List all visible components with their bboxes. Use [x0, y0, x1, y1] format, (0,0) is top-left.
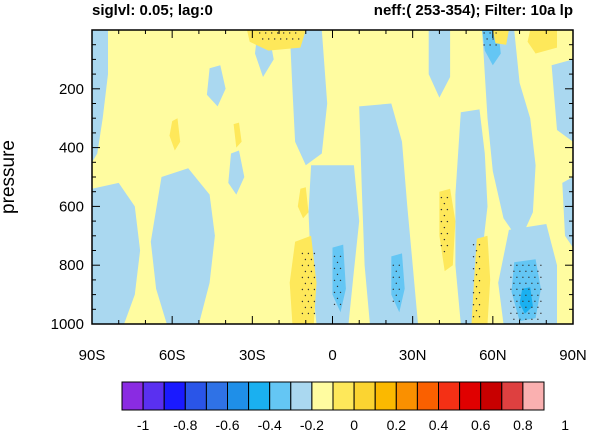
colorbar-swatch-3 — [184, 381, 207, 411]
contour-region-17 — [391, 253, 405, 313]
colorbar: -1 -0.8 -0.6 -0.4 -0.2 0 0.2 0.4 0.6 0.8 1 — [121, 381, 569, 431]
contour-region-20 — [247, 30, 306, 51]
x-tick-label-2: 30S — [239, 347, 266, 364]
colorbar-label-8: 0.6 — [471, 417, 491, 431]
colorbar-label-5: 0 — [350, 417, 358, 431]
colorbar-swatch-10 — [332, 381, 355, 411]
contour-region-19 — [519, 287, 533, 314]
contour-region-13 — [551, 59, 573, 142]
title-right: neff:( 253-354); Filter: 10a lp — [374, 2, 573, 19]
colorbar-label-10: 1 — [561, 417, 569, 431]
significance-stipple-2 — [333, 255, 342, 306]
colorbar-swatch-16 — [459, 381, 482, 411]
contour-region-4 — [228, 150, 245, 195]
contour-region-23 — [289, 235, 317, 324]
colorbar-swatch-18 — [501, 381, 524, 411]
colorbar-swatch-0 — [121, 381, 144, 411]
contour-region-16 — [332, 244, 346, 313]
colorbar-label-7: 0.4 — [429, 417, 449, 431]
colorbar-label-6: 0.2 — [387, 417, 407, 431]
colorbar-swatch-9 — [311, 381, 334, 411]
colorbar-swatch-19 — [522, 381, 545, 411]
x-tick-label-1: 60S — [159, 347, 186, 364]
contour-region-9 — [428, 30, 451, 98]
significance-stipple-3 — [392, 264, 400, 302]
x-tick-label-3: 0 — [328, 347, 336, 364]
colorbar-swatch-14 — [416, 381, 439, 411]
x-tick-label-6: 90N — [559, 347, 587, 364]
significance-stipple-1 — [301, 252, 316, 315]
colorbar-label-9: 0.8 — [513, 417, 533, 431]
contour-region-21 — [492, 30, 509, 45]
significance-stipple-0 — [259, 32, 300, 40]
colorbar-swatch-4 — [205, 381, 228, 411]
colorbar-swatch-17 — [480, 381, 503, 411]
contour-region-1 — [92, 182, 141, 324]
colorbar-label-3: -0.4 — [258, 417, 282, 431]
y-tick-label-2: 600 — [59, 198, 84, 215]
significance-stipple-7 — [510, 264, 542, 320]
contour-region-22 — [527, 30, 557, 54]
colorbar-label-0: -1 — [137, 417, 150, 431]
colorbar-swatch-5 — [227, 381, 250, 411]
colorbar-swatch-1 — [142, 381, 165, 411]
colorbar-swatch-13 — [395, 381, 418, 411]
contour-region-0 — [92, 30, 108, 163]
x-tick-label-5: 60N — [479, 347, 507, 364]
y-tick-label-3: 800 — [59, 257, 84, 274]
colorbar-swatch-6 — [248, 381, 271, 411]
x-axis: 90S 60S 30S 0 30N 60N 90N — [79, 30, 587, 364]
y-axis: 200 400 600 800 1000 — [51, 44, 573, 333]
contour-region-26 — [233, 122, 242, 148]
contour-region-27 — [439, 188, 456, 272]
colorbar-swatch-8 — [290, 381, 313, 411]
colorbar-swatch-12 — [374, 381, 397, 411]
colorbar-label-1: -0.8 — [173, 417, 197, 431]
significance-stipple-4 — [440, 196, 449, 253]
y-tick-label-1: 400 — [59, 140, 84, 157]
contour-region-3 — [206, 65, 226, 107]
colorbar-swatch-7 — [269, 381, 292, 411]
significance-stipple-6 — [483, 32, 497, 46]
significance-stipple-5 — [472, 244, 481, 318]
contour-region-2 — [150, 168, 215, 324]
y-tick-label-4: 1000 — [51, 316, 84, 333]
title-left: siglvl: 0.05; lag:0 — [92, 2, 213, 19]
colorbar-label-2: -0.6 — [215, 417, 239, 431]
contour-region-25 — [169, 118, 181, 151]
contour-region-8 — [359, 103, 418, 324]
y-tick-label-0: 200 — [59, 81, 84, 98]
contour-region-14 — [562, 177, 573, 248]
contour-region-7 — [308, 165, 360, 324]
x-tick-label-4: 30N — [399, 347, 427, 364]
contour-region-6 — [289, 30, 328, 166]
y-axis-label: pressure — [0, 140, 19, 214]
colorbar-label-4: -0.2 — [300, 417, 324, 431]
contour-region-11 — [482, 30, 536, 242]
colorbar-swatch-11 — [353, 381, 376, 411]
contour-region-24 — [297, 187, 309, 219]
colorbar-swatch-2 — [163, 381, 186, 411]
x-tick-label-0: 90S — [79, 347, 106, 364]
contour-region-28 — [471, 235, 491, 324]
plot-area — [92, 30, 573, 324]
colorbar-swatch-15 — [438, 381, 461, 411]
